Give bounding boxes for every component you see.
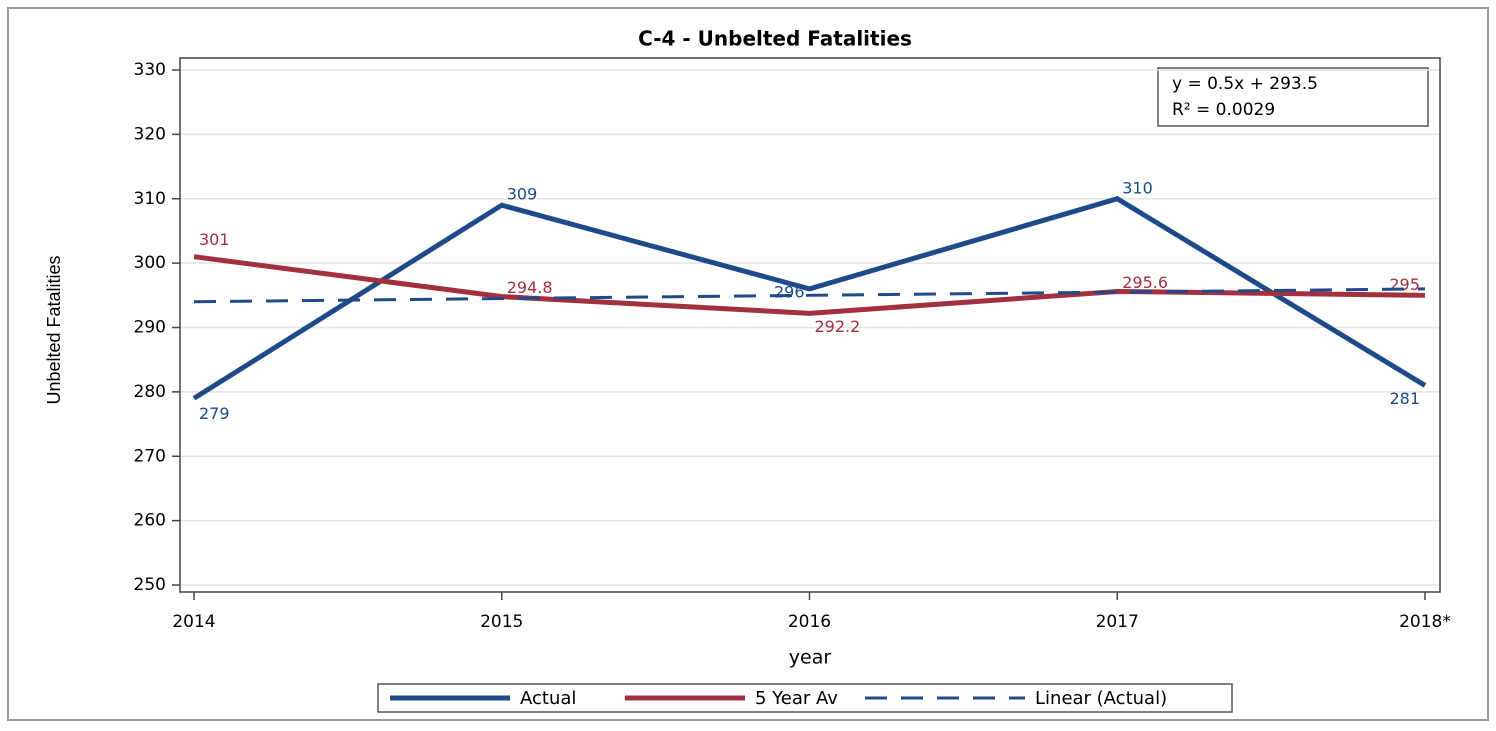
y-tick-label: 280 <box>134 382 166 402</box>
x-tick-label: 2016 <box>788 612 831 632</box>
x-tick-label: 2014 <box>172 612 215 632</box>
legend-label: Linear (Actual) <box>1035 688 1167 709</box>
data-label: 279 <box>199 404 230 423</box>
series-line <box>192 196 1427 401</box>
legend-label: 5 Year Av <box>755 688 838 709</box>
series-line <box>193 287 1426 304</box>
y-tick-label: 300 <box>134 253 166 273</box>
data-label: 281 <box>1389 389 1420 408</box>
equation-box <box>1157 67 1429 127</box>
data-label: 294.8 <box>507 278 553 297</box>
legend <box>377 683 1233 713</box>
equation: y = 0.5x + 293.5 <box>1172 74 1318 94</box>
data-label: 295.6 <box>1122 273 1168 292</box>
data-label: 292.2 <box>815 317 861 336</box>
x-tick-label: 2015 <box>480 612 523 632</box>
legend-label: Actual <box>520 688 576 709</box>
y-tick-label: 330 <box>134 60 166 80</box>
data-label: 310 <box>1122 178 1153 197</box>
y-tick-label: 260 <box>134 511 166 531</box>
chart-title: C-4 - Unbelted Fatalities <box>638 27 912 51</box>
x-tick-label: 2018* <box>1399 612 1451 632</box>
data-label: 301 <box>199 230 230 249</box>
y-tick-label: 310 <box>134 189 166 209</box>
data-label: 295. <box>1389 275 1425 294</box>
y-tick-label: 320 <box>134 124 166 144</box>
data-label: 309 <box>507 185 538 204</box>
y-tick-label: 270 <box>134 446 166 466</box>
y-axis-label: Unbelted Fatalities <box>44 255 64 404</box>
data-label: 296 <box>774 282 805 301</box>
y-tick-label: 250 <box>134 575 166 595</box>
x-tick-label: 2017 <box>1096 612 1139 632</box>
y-tick-label: 290 <box>134 318 166 338</box>
r-squared: R² = 0.0029 <box>1172 100 1275 120</box>
x-axis-label: year <box>789 647 832 669</box>
series-line <box>193 254 1426 316</box>
